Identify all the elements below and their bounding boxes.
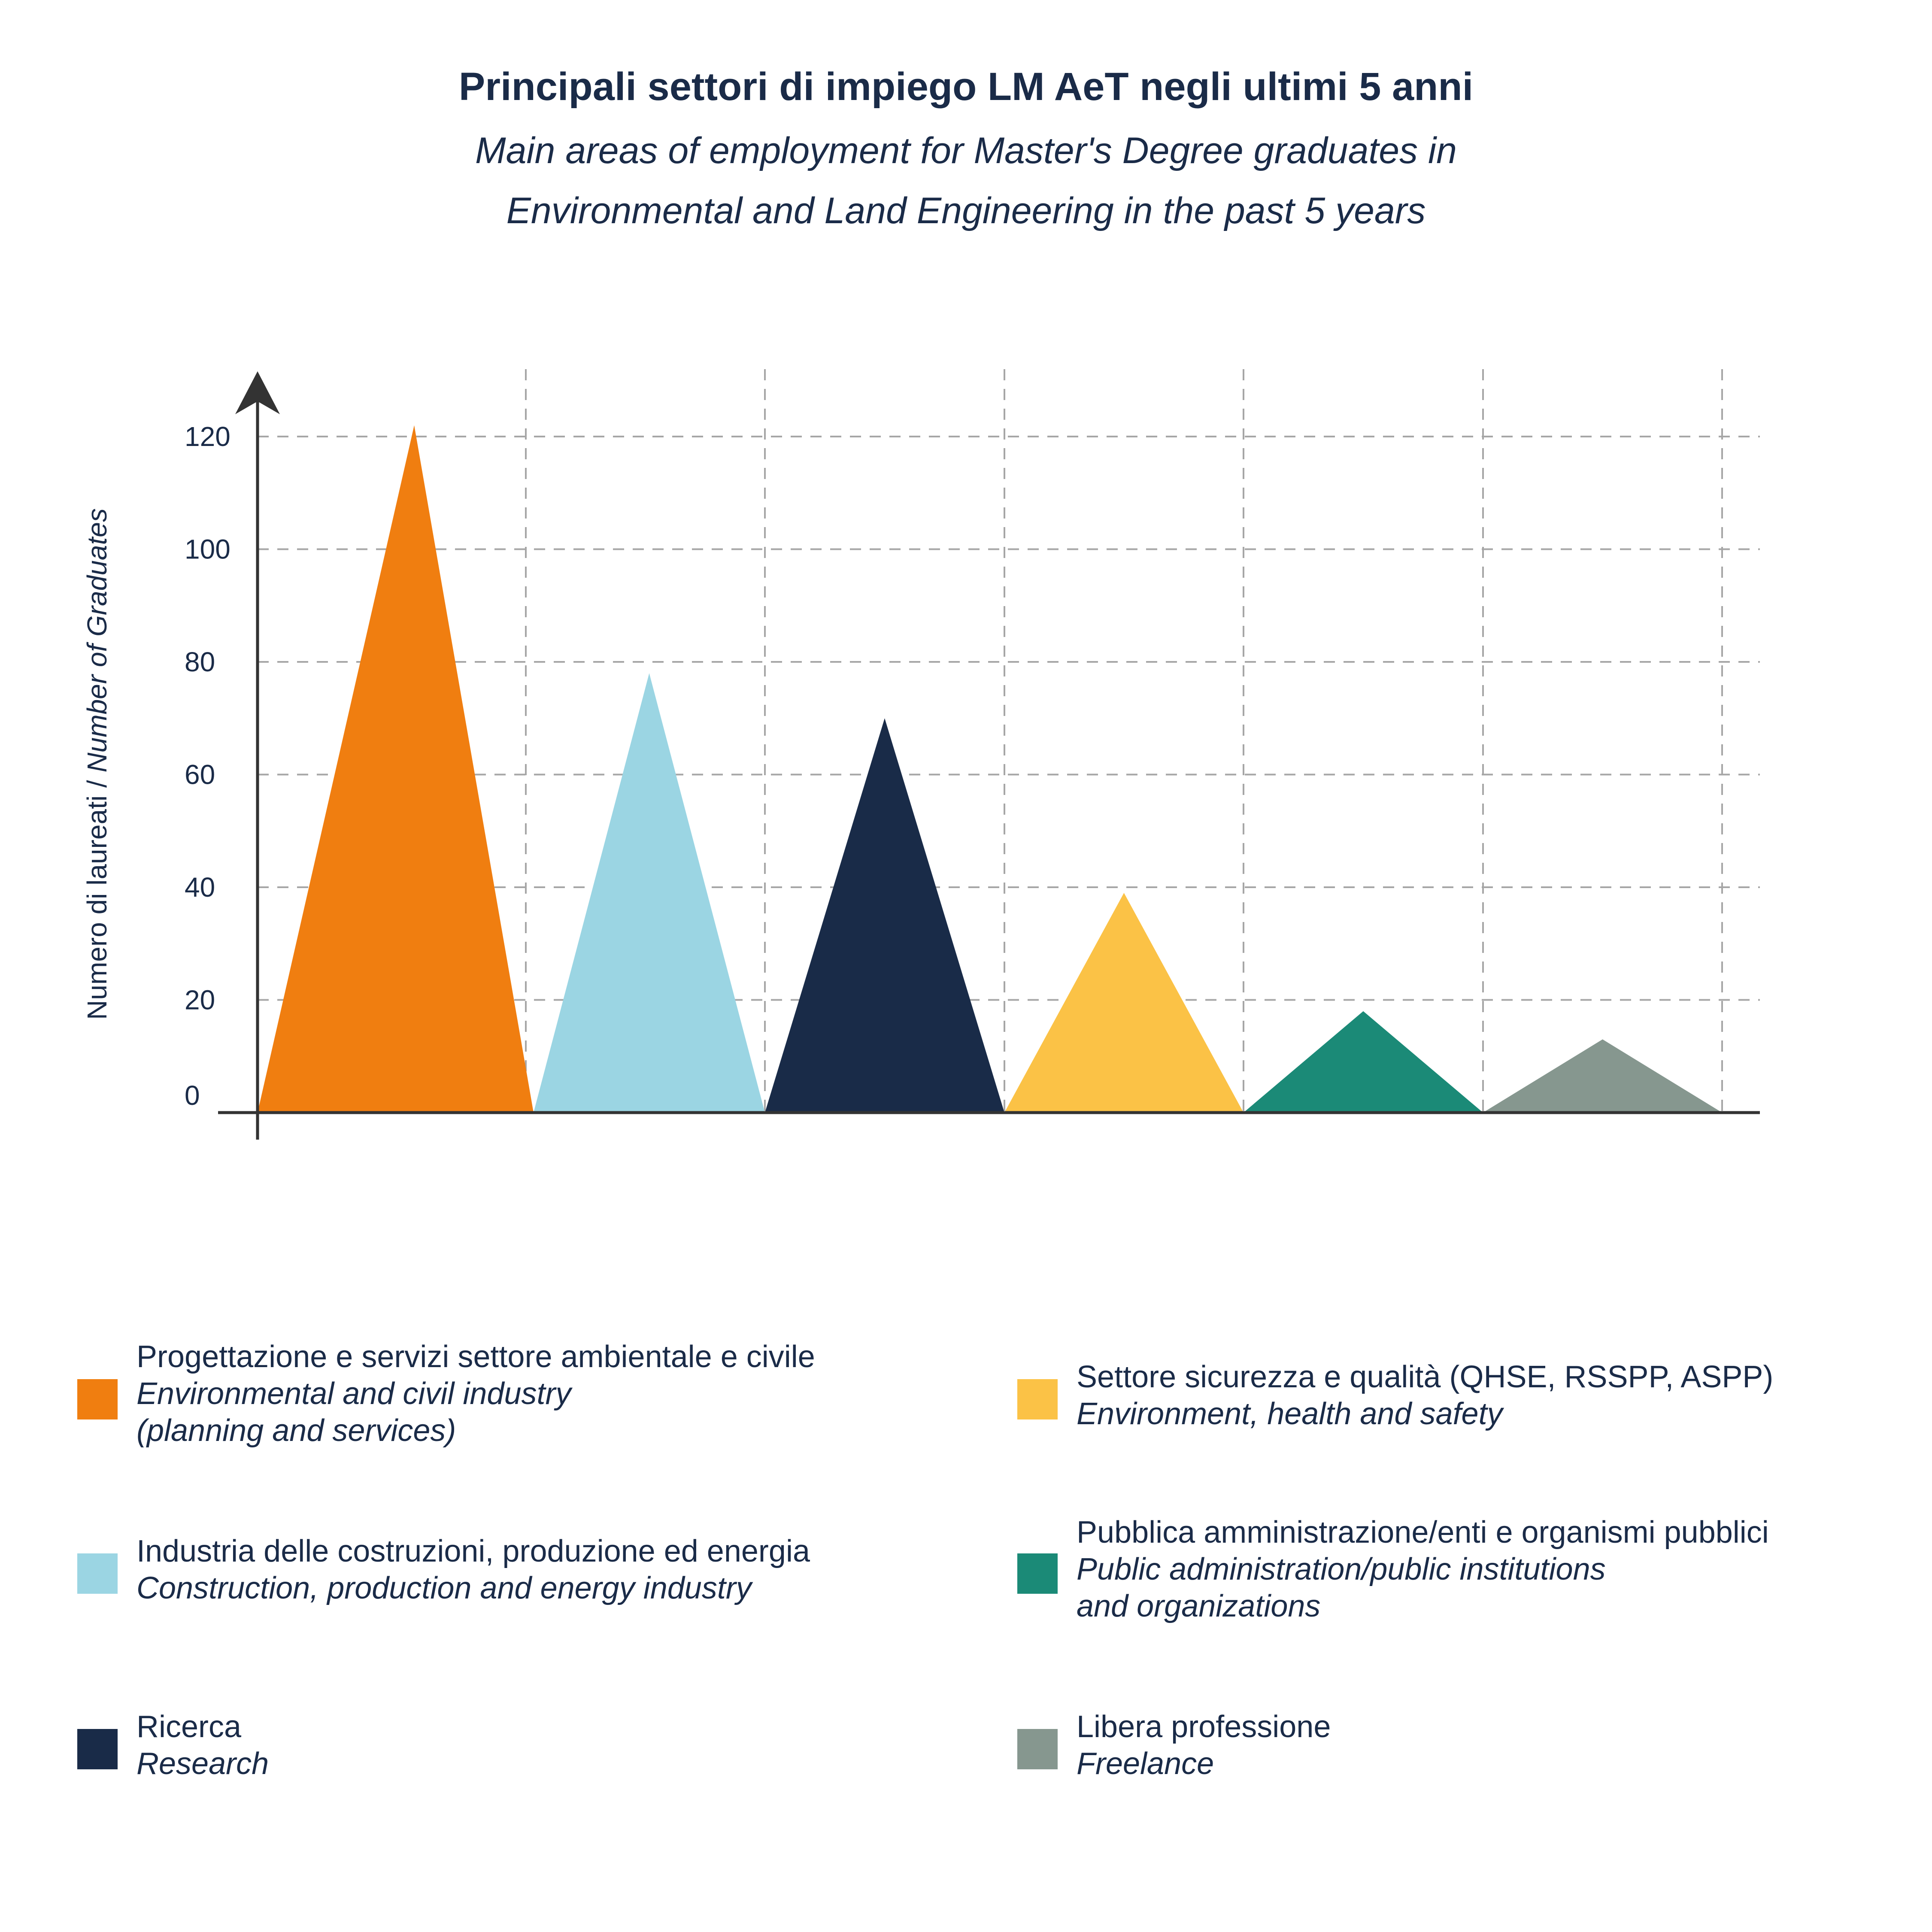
legend-swatch-public [1017,1553,1058,1594]
legend-label-freelance-en1: Freelance [1077,1747,1214,1781]
legend-label-research-it: Ricerca [136,1710,242,1744]
y-axis-label-it: Numero di laureati / [82,773,112,1020]
legend-swatch-safety [1017,1379,1058,1419]
legend-label-public-en2: and organizations [1077,1589,1321,1623]
y-tick-label: 0 [185,1080,200,1111]
chart-peak-1 [258,425,534,1113]
legend-swatch-construction [77,1553,118,1594]
legend-swatch-freelance [1017,1729,1058,1769]
employment-chart: 0 20 40 60 80 100 120 Numero di laureati / Num… [82,369,1760,1140]
y-tick-label: 40 [185,872,215,903]
y-tick-label: 120 [185,421,231,452]
y-tick-label: 20 [185,985,215,1016]
chart-peak-2 [534,673,765,1113]
y-tick-label: 80 [185,646,215,677]
legend-label-construction-en1: Construction, production and energy indu… [136,1571,752,1605]
legend-swatch-research [77,1729,118,1769]
legend-label-planning-en2: (planning and services) [136,1413,456,1448]
chart-title: Principali settori di impiego LM AeT neg… [458,65,1474,109]
y-tick-label: 60 [185,759,215,790]
chart-marks [258,425,1722,1113]
y-tick-labels: 0 20 40 60 80 100 120 [185,421,231,1111]
chart-peak-3 [765,718,1004,1113]
y-axis-label: Numero di laureati / Number of Graduates [82,508,112,1020]
chart-peak-6 [1483,1039,1722,1113]
legend-label-public-it: Pubblica amministrazione/enti e organism… [1077,1515,1769,1550]
legend-label-research-en1: Research [136,1747,269,1781]
legend-label-public-en1: Public administration/public institution… [1077,1552,1606,1586]
legend-label-construction-it: Industria delle costruzioni, produzione … [136,1534,810,1568]
grid [258,369,1760,1113]
y-axis-label-en: Number of Graduates [82,508,112,772]
legend-label-planning-en1: Environmental and civil industry [136,1377,571,1411]
chart-subtitle-line1: Main areas of employment for Master's De… [475,130,1457,171]
legend-swatch-planning [77,1379,118,1419]
chart-subtitle-line2: Environmental and Land Engineering in th… [506,190,1426,231]
chart-peak-4 [1004,893,1244,1113]
y-tick-label: 100 [185,534,231,565]
legend-label-freelance: Libera professione Freelance [1077,1708,1331,1782]
legend-label-safety-en1: Environment, health and safety [1077,1397,1503,1431]
legend-label-safety: Settore sicurezza e qualità (QHSE, RSSPP… [1077,1359,1773,1432]
legend-label-planning: Progettazione e servizi settore ambienta… [136,1338,815,1449]
legend-label-construction: Industria delle costruzioni, produzione … [136,1533,810,1607]
y-axis-arrow [235,371,280,414]
legend-label-planning-it: Progettazione e servizi settore ambienta… [136,1340,815,1374]
legend-label-research: Ricerca Research [136,1708,269,1782]
legend-label-freelance-it: Libera professione [1077,1710,1331,1744]
legend-label-public: Pubblica amministrazione/enti e organism… [1077,1514,1769,1625]
chart-peak-5 [1244,1011,1483,1113]
axes [218,371,1760,1140]
legend-label-safety-it: Settore sicurezza e qualità (QHSE, RSSPP… [1077,1360,1774,1394]
